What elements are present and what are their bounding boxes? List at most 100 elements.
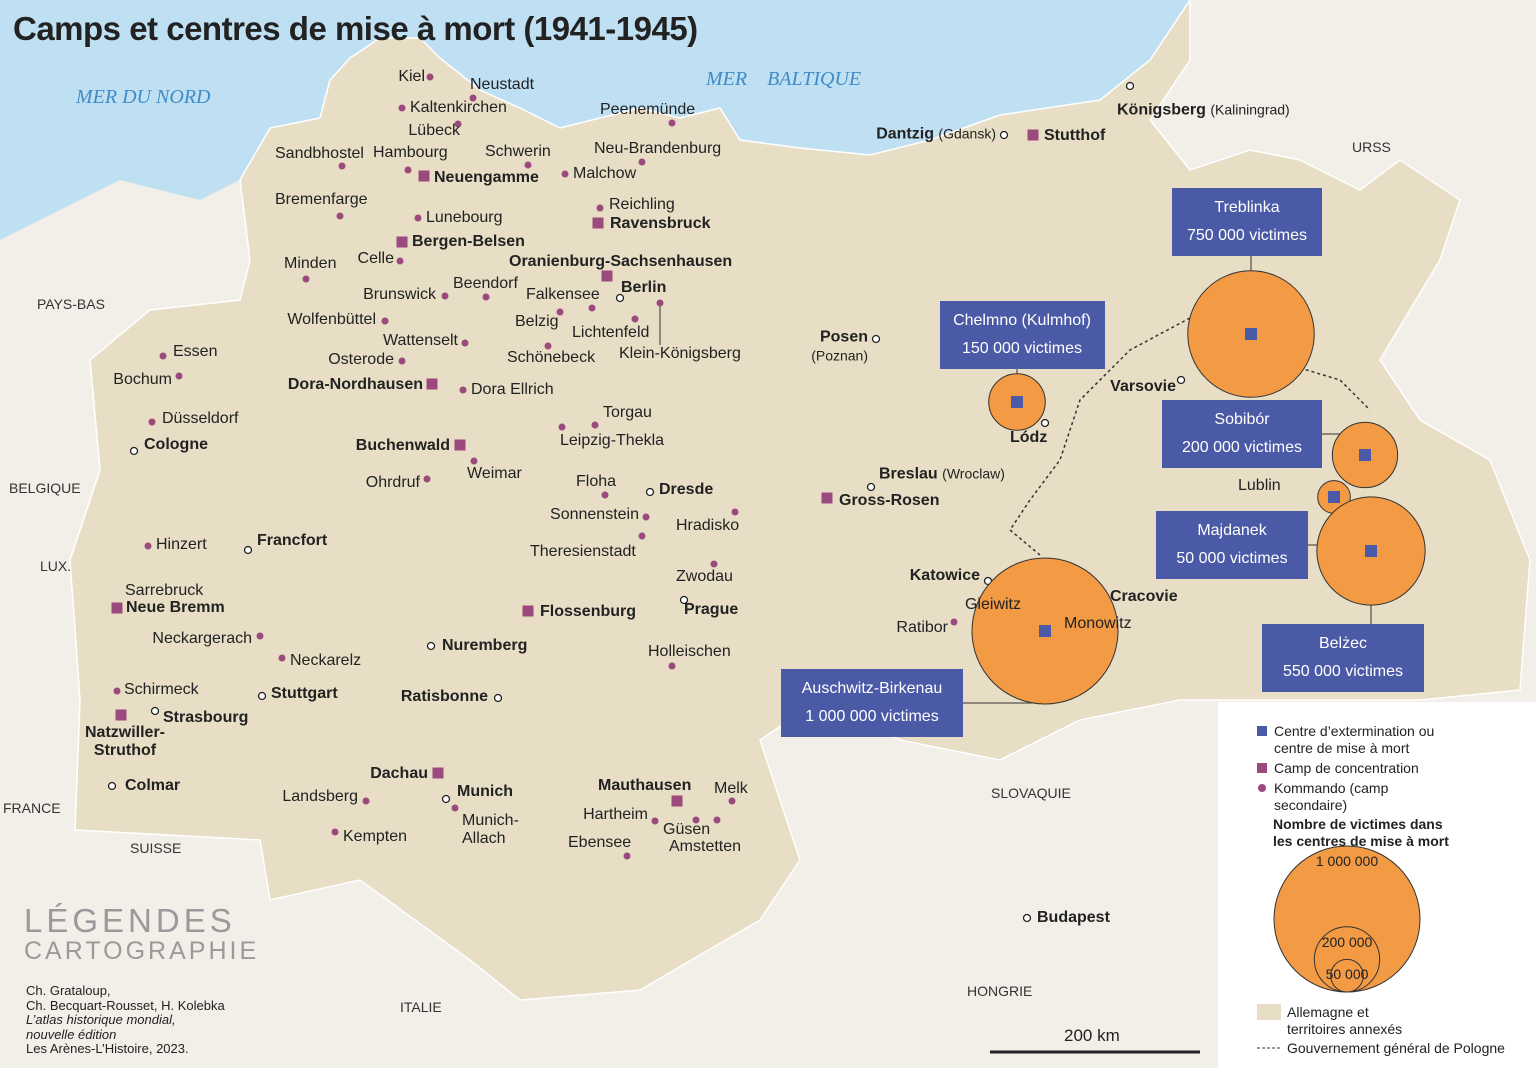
place-label: Ebensee — [568, 834, 631, 852]
victims-label: 200 000 victimes — [1181, 439, 1303, 456]
kommando-marker — [396, 257, 404, 265]
place-label: Melk — [714, 780, 748, 798]
city-marker — [129, 446, 139, 456]
centre-name: Auschwitz-Birkenau — [801, 680, 943, 697]
country-label: HONGRIE — [967, 983, 1033, 999]
place-label: Cracovie — [1110, 588, 1178, 606]
kommando-marker — [556, 308, 564, 316]
place-name: Osterode — [328, 351, 394, 368]
place-name: Kiel — [398, 68, 425, 85]
place-label: Dora-Nordhausen — [288, 376, 423, 394]
place-label: Klein-Königsberg — [619, 345, 741, 363]
place-name: Brunswick — [363, 286, 436, 303]
place-name: Kaltenkirchen — [410, 99, 507, 116]
legend-size-label: 200 000 — [1321, 933, 1373, 950]
kommando-marker — [710, 560, 718, 568]
place-name: Peenemünde — [600, 101, 696, 118]
place-label: Hartheim — [583, 806, 648, 824]
place-label: Kiel — [398, 68, 425, 86]
place-name: Schirmeck — [124, 681, 199, 698]
city-marker — [615, 293, 625, 303]
kommando-marker — [623, 852, 631, 860]
legend-item: Kommando (camp secondaire) — [1274, 780, 1389, 813]
place-label: Neckarelz — [290, 652, 361, 670]
country-label: PAYS-BAS — [37, 296, 105, 312]
extermination-marker — [1245, 328, 1257, 340]
place-label: Schönebeck — [507, 349, 595, 367]
camp-marker — [111, 602, 123, 614]
place-name: Strasbourg — [163, 709, 249, 726]
place-name: Schönebeck — [507, 349, 596, 366]
kommando-marker — [638, 158, 646, 166]
kommando-marker — [338, 162, 346, 170]
place-name: Hinzert — [156, 536, 207, 553]
kommando-marker — [544, 342, 552, 350]
kommando-marker — [469, 94, 477, 102]
extermination-marker — [1011, 396, 1023, 408]
place-name: Neckarelz — [290, 652, 362, 669]
victims-label: 550 000 victimes — [1282, 663, 1404, 680]
place-name: Lublin — [1238, 477, 1281, 494]
kommando-marker — [148, 418, 156, 426]
place-name: Hartheim — [583, 806, 648, 823]
kommando-marker — [441, 292, 449, 300]
place-name: Sonnenstein — [550, 506, 639, 523]
kommando-marker — [558, 423, 566, 431]
kommando-marker — [668, 662, 676, 670]
country-label: SLOVAQUIE — [991, 785, 1071, 801]
place-name: Landsberg — [282, 788, 358, 805]
kommando-marker — [175, 372, 183, 380]
kommando-marker — [588, 304, 596, 312]
kommando-marker — [331, 828, 339, 836]
credit-line: Ch. Becquart-Rousset, H. Kolebka — [26, 997, 225, 1013]
place-label: Lublin — [1238, 477, 1281, 495]
place-label: Sandbhostel — [275, 145, 364, 163]
kommando-marker — [524, 161, 532, 169]
place-name: Lódz — [1010, 429, 1048, 446]
place-label: Essen — [173, 343, 217, 361]
kommando-marker — [656, 299, 664, 307]
city-marker — [1125, 81, 1135, 91]
place-label: Floha — [576, 473, 616, 491]
place-label: Lichtenfeld — [572, 324, 649, 342]
place-name: Bochum — [113, 371, 172, 388]
credit-line: Ch. Grataloup, — [26, 983, 111, 998]
credit-line: nouvelle édition — [26, 1026, 117, 1042]
kommando-marker — [159, 352, 167, 360]
centre-name: Majdanek — [1197, 522, 1267, 539]
place-label: Hinzert — [156, 536, 207, 554]
camp-marker — [601, 270, 613, 282]
place-label: Dresde — [659, 481, 713, 499]
place-label: Oranienburg-Sachsenhausen — [509, 253, 732, 271]
kommando-marker — [336, 212, 344, 220]
place-label: Prague — [684, 601, 738, 619]
kommando-marker — [256, 632, 264, 640]
place-label: Bremenfarge — [275, 191, 368, 209]
kommando-marker — [414, 214, 422, 222]
city-marker — [1022, 913, 1032, 923]
place-label: Celle — [358, 250, 394, 268]
centre-box: Chelmno (Kulmhof) 150 000 victimes — [939, 301, 1105, 369]
place-name: Colmar — [125, 777, 181, 794]
kommando-marker — [601, 491, 609, 499]
place-name: Bremenfarge — [275, 191, 368, 208]
place-name: Ravensbruck — [610, 215, 711, 232]
place-name: Belzig — [515, 313, 559, 330]
place-name: Sandbhostel — [275, 145, 364, 162]
place-name: Floha — [576, 473, 617, 490]
kommando-marker — [731, 508, 739, 516]
logo: LÉGENDES — [24, 902, 236, 939]
place-label: Malchow — [573, 165, 636, 183]
legend-marker — [1257, 763, 1267, 773]
place-label: Amstetten — [669, 838, 741, 856]
camp-marker — [396, 236, 408, 248]
camp-marker — [1027, 129, 1039, 141]
place-label: Reichling — [609, 196, 675, 214]
place-label: Buchenwald — [356, 437, 450, 455]
place-name: Hradisko — [676, 517, 740, 534]
place-name: Munich-Allach — [462, 812, 519, 847]
place-name: Cracovie — [1110, 588, 1178, 605]
place-name: Neustadt — [470, 76, 535, 93]
place-name: Prague — [684, 601, 739, 618]
place-name: Leipzig-Thekla — [560, 432, 665, 449]
